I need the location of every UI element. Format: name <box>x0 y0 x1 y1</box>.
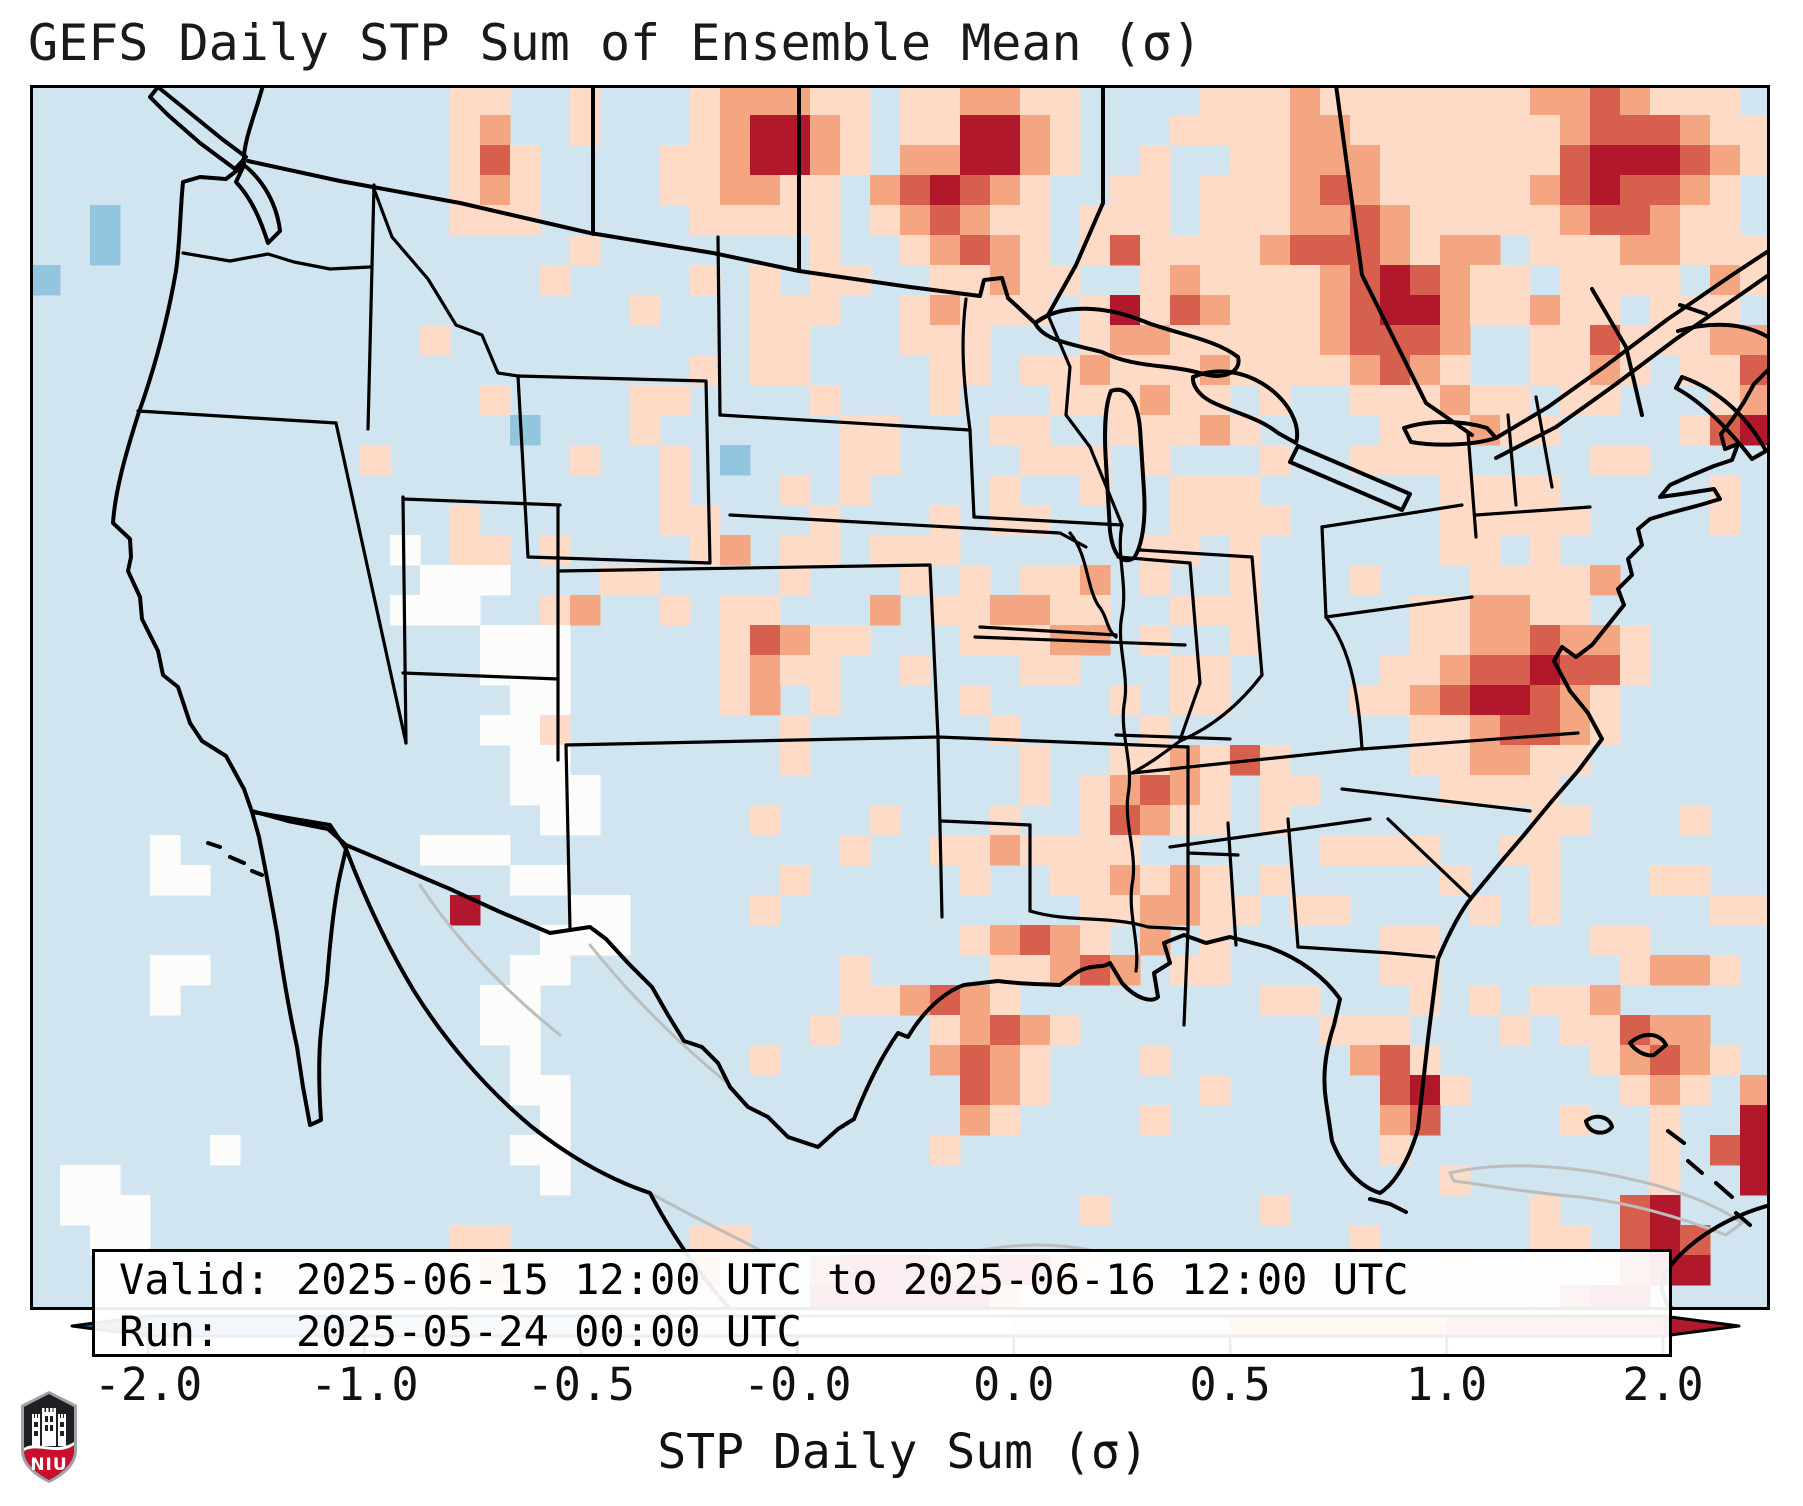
niu-castle-windows <box>34 1416 64 1436</box>
colorbar-tick-label: 1.0 <box>1405 1358 1488 1411</box>
run-line: Run: 2025-05-24 00:00 UTC <box>119 1307 802 1356</box>
colorbar-tick-label: -2.0 <box>93 1358 203 1411</box>
colorbar-axis-label: STP Daily Sum (σ) <box>657 1424 1149 1480</box>
niu-logo: NIU <box>21 1391 77 1483</box>
niu-text: NIU <box>30 1455 67 1475</box>
colorbar-tick-label: 0.0 <box>973 1358 1055 1411</box>
colorbar-tick-label: -1.0 <box>310 1358 419 1411</box>
map-area: Valid: 2025-06-15 12:00 UTC to 2025-06-1… <box>30 85 1770 1357</box>
plot-title: GEFS Daily STP Sum of Ensemble Mean (σ) <box>28 14 1202 72</box>
colorbar-tick-label: 0.5 <box>1189 1358 1271 1411</box>
coastlines <box>111 85 1770 1310</box>
colorbar-tick-label: -0.5 <box>526 1358 636 1411</box>
valid-line: Valid: 2025-06-15 12:00 UTC to 2025-06-1… <box>119 1255 1409 1304</box>
colorbar-tick-label: 2.0 <box>1622 1358 1704 1411</box>
valid-run-info-box: Valid: 2025-06-15 12:00 UTC to 2025-06-1… <box>92 1249 1672 1357</box>
state-borders <box>136 183 1592 1027</box>
us-map <box>30 85 1770 1310</box>
colorbar-right-arrow <box>1663 1316 1739 1336</box>
colorbar-tick-label: -0.0 <box>743 1358 852 1411</box>
niu-red-band <box>24 1445 74 1480</box>
